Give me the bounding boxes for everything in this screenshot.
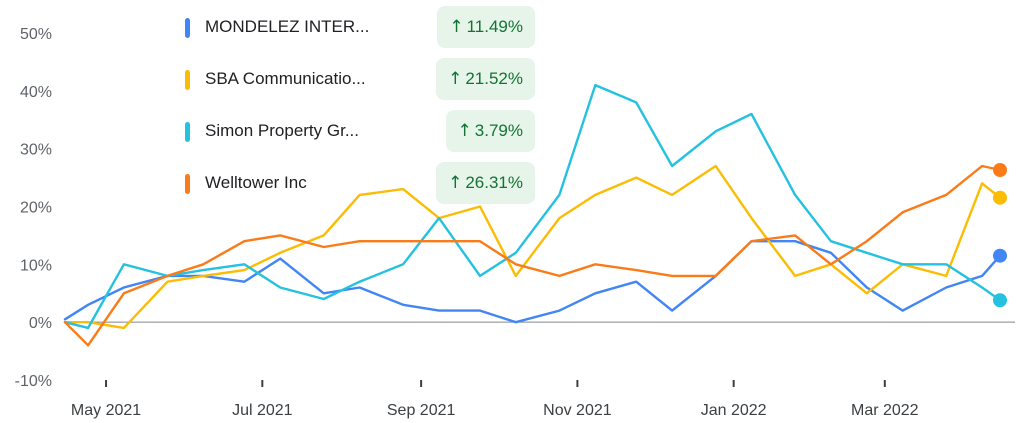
legend-item-mondelez[interactable]: MONDELEZ INTER... ↑ 11.49% — [185, 6, 535, 48]
y-tick-label: 0% — [29, 315, 52, 332]
y-tick-label: 10% — [20, 257, 52, 274]
y-tick-label: -10% — [15, 373, 52, 390]
change-value: 26.31% — [465, 173, 523, 192]
series-line-2 — [63, 83, 1002, 330]
legend-label: SBA Communicatio... — [205, 69, 366, 88]
series-color-swatch — [185, 18, 190, 38]
series-color-swatch — [185, 70, 190, 90]
y-tick-label: 50% — [20, 26, 52, 43]
change-badge: ↑ 11.49% — [437, 6, 535, 48]
legend-label: Welltower Inc — [205, 173, 307, 192]
arrow-up-icon: ↑ — [457, 121, 472, 141]
change-badge: ↑ 3.79% — [445, 110, 535, 152]
series-color-swatch — [185, 174, 190, 194]
arrow-up-icon: ↑ — [449, 17, 464, 37]
x-axis-ticks: May 2021 Jul 2021 Sep 2021 Nov 2021 Jan 2022… — [71, 380, 919, 419]
legend-item-simon[interactable]: Simon Property Gr... ↑ 3.79% — [185, 110, 535, 152]
x-tick-label: Sep 2021 — [387, 402, 456, 419]
x-tick-label: May 2021 — [71, 402, 141, 419]
series-color-swatch — [185, 122, 190, 142]
series-end-marker-1 — [993, 190, 1007, 205]
arrow-up-icon: ↑ — [448, 69, 463, 89]
legend: MONDELEZ INTER... ↑ 11.49% SBA Communicat… — [185, 6, 535, 214]
series-end-marker-0 — [993, 248, 1007, 263]
x-tick-label: Jan 2022 — [701, 402, 767, 419]
change-badge: ↑ 21.52% — [436, 58, 535, 100]
legend-label: MONDELEZ INTER... — [205, 17, 370, 36]
series-line-0 — [63, 239, 1002, 324]
legend-item-sba[interactable]: SBA Communicatio... ↑ 21.52% — [185, 58, 535, 100]
legend-label: Simon Property Gr... — [205, 121, 359, 140]
series-line-1 — [63, 164, 1002, 330]
change-value: 21.52% — [465, 69, 523, 88]
series-end-markers — [993, 163, 1007, 308]
change-value: 3.79% — [474, 121, 523, 140]
change-value: 11.49% — [466, 17, 523, 36]
y-tick-label: 20% — [20, 200, 52, 217]
series-lines — [63, 83, 1002, 347]
series-end-marker-2 — [993, 293, 1007, 308]
x-tick-label: Mar 2022 — [851, 402, 919, 419]
x-tick-label: Jul 2021 — [232, 402, 293, 419]
legend-item-welltower[interactable]: Welltower Inc ↑ 26.31% — [185, 162, 535, 204]
y-tick-label: 40% — [20, 84, 52, 101]
y-tick-label: 30% — [20, 142, 52, 159]
x-tick-label: Nov 2021 — [543, 402, 612, 419]
series-end-marker-3 — [993, 163, 1007, 178]
change-badge: ↑ 26.31% — [436, 162, 535, 204]
y-axis-ticks: 50% 40% 30% 20% 10% 0% -10% — [15, 26, 52, 390]
arrow-up-icon: ↑ — [448, 173, 463, 193]
series-line-3 — [63, 164, 1002, 347]
